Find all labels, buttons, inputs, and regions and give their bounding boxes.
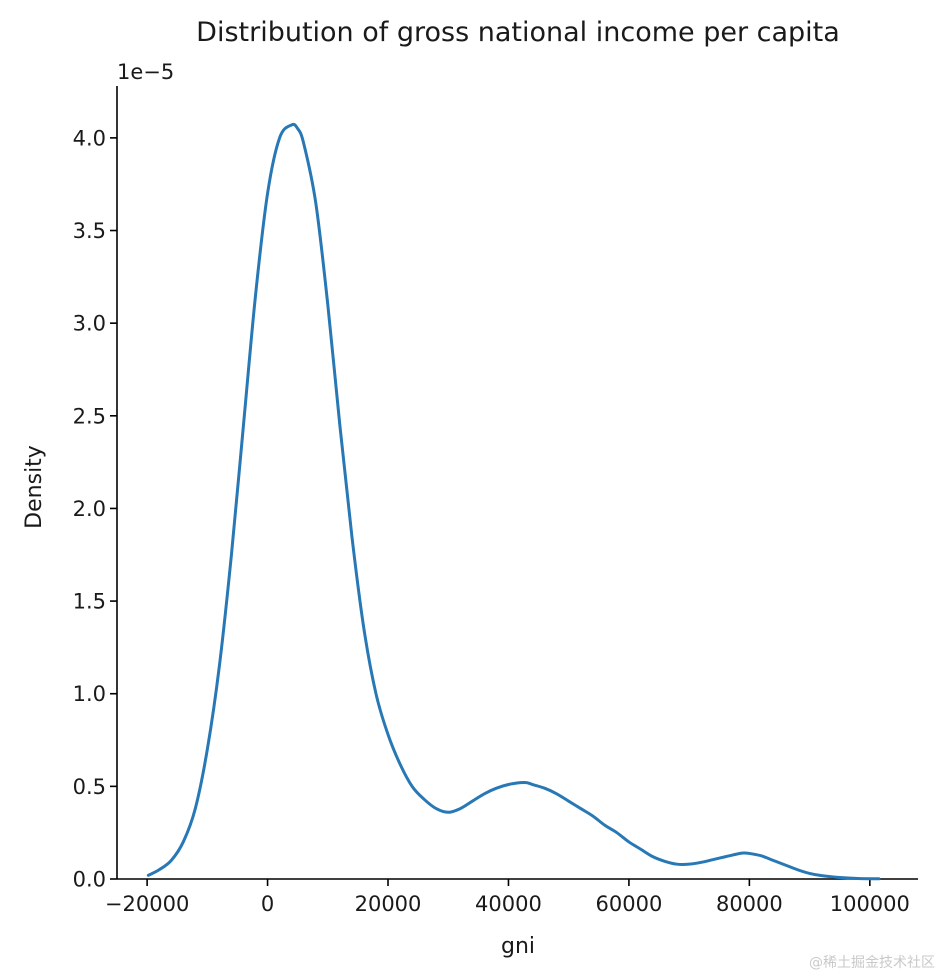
- chart-title: Distribution of gross national income pe…: [196, 17, 840, 48]
- x-tick-label: −20000: [105, 892, 189, 916]
- x-axis-label: gni: [501, 934, 535, 959]
- x-tick-label: 100000: [830, 892, 910, 916]
- y-tick-label: 1.5: [73, 590, 106, 614]
- x-tick-label: 60000: [596, 892, 663, 916]
- y-axis-ticks: 0.0 0.5 1.0 1.5 2.0 2.5 3.0 3.5 4.0: [73, 126, 117, 892]
- y-tick-label: 0.0: [73, 868, 106, 892]
- y-axis-label: Density: [22, 445, 47, 529]
- y-scale-label: 1e−5: [117, 60, 174, 84]
- density-curve: [146, 122, 881, 881]
- y-tick-label: 4.0: [73, 126, 106, 150]
- watermark: @稀土掘金技术社区: [809, 955, 935, 971]
- x-axis-ticks: −20000 0 20000 40000 60000 80000 100000: [105, 879, 910, 916]
- y-tick-label: 3.0: [73, 312, 106, 336]
- y-tick-label: 0.5: [73, 775, 106, 799]
- y-tick-label: 2.0: [73, 497, 106, 521]
- x-tick-label: 20000: [355, 892, 422, 916]
- x-tick-label: 40000: [475, 892, 542, 916]
- y-tick-label: 3.5: [73, 219, 106, 243]
- x-tick-label: 80000: [716, 892, 783, 916]
- x-tick-label: 0: [261, 892, 274, 916]
- y-tick-label: 2.5: [73, 404, 106, 428]
- y-tick-label: 1.0: [73, 682, 106, 706]
